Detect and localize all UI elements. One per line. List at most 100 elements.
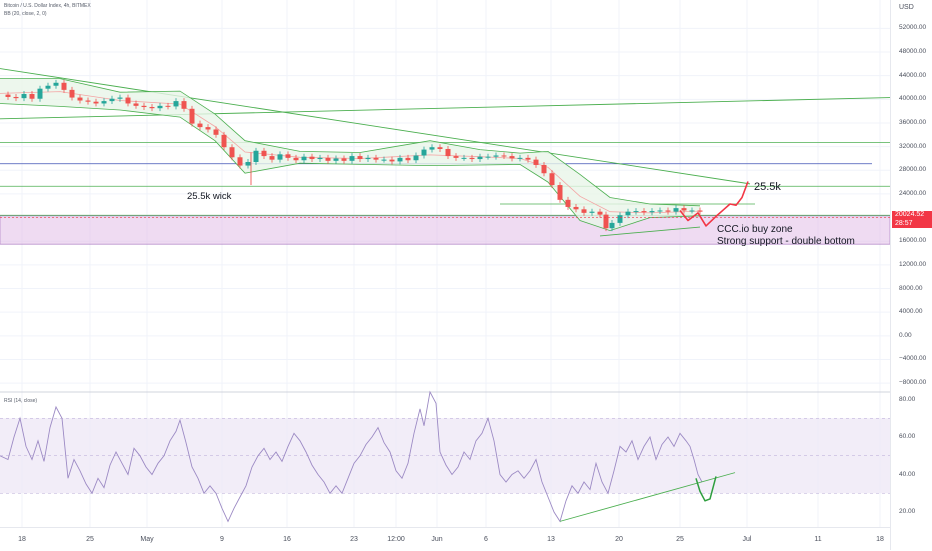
candle-body — [13, 96, 19, 99]
candle-body — [589, 211, 595, 213]
candle-body — [549, 173, 555, 186]
candle-body — [421, 149, 427, 156]
candle-body — [165, 105, 171, 107]
candle-body — [93, 101, 99, 104]
price-tick-label: 0.00 — [899, 331, 912, 339]
time-tick-label: 23 — [350, 536, 358, 543]
candle-body — [157, 105, 163, 109]
candle-body — [189, 108, 195, 124]
candle-body — [325, 157, 331, 161]
candle-body — [141, 105, 147, 108]
candle-body — [573, 206, 579, 210]
candle-body — [689, 210, 695, 212]
price-tick-label: 24000.00 — [899, 189, 927, 197]
rsi-line — [0, 390, 703, 523]
candle-body — [301, 156, 307, 161]
candle-body — [293, 157, 299, 161]
candle-body — [341, 158, 347, 161]
price-tick-label: −4000.00 — [899, 355, 927, 363]
candle-body — [525, 157, 531, 160]
candle-body — [453, 156, 459, 158]
price-tick-label: 52000.00 — [899, 24, 927, 32]
candle-body — [665, 210, 671, 212]
time-axis[interactable]: 18 25 May 9 16 23 12:00 Jun 6 13 20 25 Jul 11 18 — [0, 527, 890, 551]
candle-body — [5, 94, 11, 97]
rsi-projection-path — [695, 476, 717, 502]
candle-body — [697, 210, 703, 212]
candle-body — [673, 208, 679, 212]
candle-body — [69, 89, 75, 98]
price-tick-label: 4000.00 — [899, 308, 923, 316]
price-tick-label: 16000.00 — [899, 237, 927, 245]
candle-body — [533, 159, 539, 165]
time-tick-label: 9 — [220, 536, 224, 543]
candle-body — [181, 101, 187, 109]
candle-body — [261, 150, 267, 157]
time-tick-label: 16 — [283, 536, 291, 543]
time-tick-label: 12:00 — [387, 536, 405, 543]
currency-label: USD — [899, 4, 914, 11]
last-price-tag: 20024.52 28:57 — [892, 211, 932, 229]
candle-body — [37, 88, 43, 99]
bb-fill — [0, 78, 700, 231]
trendline-0 — [0, 68, 751, 185]
price-tick-label: 12000.00 — [899, 260, 927, 268]
candle-body — [501, 155, 507, 157]
candle-body — [229, 147, 235, 158]
candle-body — [309, 156, 315, 160]
candle-body — [85, 100, 91, 102]
candle-body — [253, 150, 259, 163]
time-tick-label: 18 — [18, 536, 26, 543]
symbol-legend[interactable]: Bitcoin / U.S. Dollar Index, 4h, BITMEX — [4, 3, 91, 9]
candle-body — [149, 107, 155, 109]
candle-body — [213, 129, 219, 135]
candle-body — [405, 157, 411, 161]
rsi-tick-label: 40.00 — [899, 470, 916, 478]
double-bottom-line — [599, 226, 701, 237]
candle-body — [445, 148, 451, 157]
candle-body — [597, 211, 603, 215]
candle-body — [413, 155, 419, 161]
price-chart[interactable] — [0, 0, 890, 527]
bb-upper-band — [0, 78, 701, 207]
bb-lower-band — [0, 103, 701, 232]
candle-body — [173, 101, 179, 107]
price-tick-label: 44000.00 — [899, 71, 927, 79]
last-price-value: 20024.52 — [895, 211, 925, 219]
price-projection-path — [679, 181, 749, 227]
time-tick-label: 20 — [615, 536, 623, 543]
candle-body — [509, 156, 515, 159]
candle-body — [625, 211, 631, 216]
candle-body — [609, 222, 615, 229]
rsi-indicator-legend[interactable]: RSI (14, close) — [4, 398, 38, 404]
time-tick-label: 11 — [814, 536, 822, 543]
time-tick-label: 18 — [876, 536, 884, 543]
rsi-tick-label: 20.00 — [899, 508, 916, 515]
bb-indicator-legend[interactable]: BB (20, close, 2, 0) — [4, 11, 47, 17]
candle-body — [657, 210, 663, 212]
rsi-tick-label: 80.00 — [899, 395, 916, 403]
candle-body — [221, 134, 227, 148]
candle-body — [317, 157, 323, 160]
rsi-trendline — [559, 472, 736, 522]
candle-body — [333, 158, 339, 161]
price-tick-label: 48000.00 — [899, 48, 927, 56]
candle-body — [397, 157, 403, 162]
candle-body — [493, 155, 499, 157]
candle-body — [101, 101, 107, 104]
candle-body — [133, 103, 139, 106]
candle-body — [461, 157, 467, 159]
candle-body — [517, 157, 523, 159]
candle-body — [357, 156, 363, 160]
candle-body — [581, 209, 587, 213]
candle-body — [285, 154, 291, 158]
candle-body — [77, 97, 83, 101]
price-axis[interactable]: USD — [890, 0, 932, 550]
price-tick-label: −8000.00 — [899, 379, 927, 387]
candle-body — [53, 82, 59, 86]
candle-body — [681, 208, 687, 211]
candle-body — [381, 159, 387, 161]
candle-body — [21, 94, 27, 99]
candle-body — [565, 199, 571, 207]
